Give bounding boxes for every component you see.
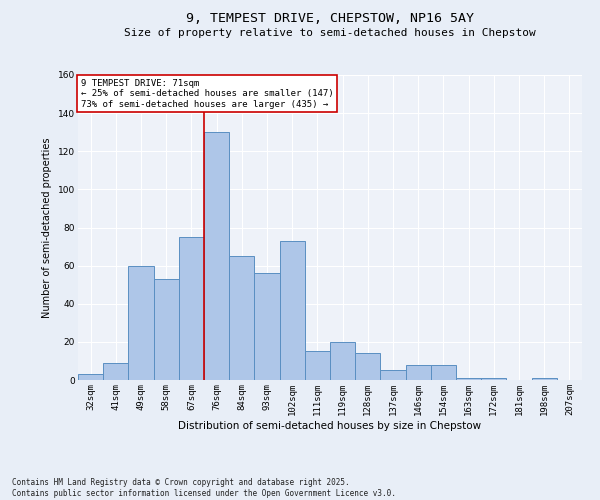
- Bar: [355, 354, 380, 380]
- Bar: [481, 378, 506, 380]
- Text: Size of property relative to semi-detached houses in Chepstow: Size of property relative to semi-detach…: [124, 28, 536, 38]
- Bar: [280, 241, 305, 380]
- Bar: [204, 132, 229, 380]
- Bar: [532, 378, 557, 380]
- X-axis label: Distribution of semi-detached houses by size in Chepstow: Distribution of semi-detached houses by …: [178, 420, 482, 430]
- Bar: [254, 273, 280, 380]
- Bar: [154, 279, 179, 380]
- Bar: [406, 365, 431, 380]
- Bar: [78, 374, 103, 380]
- Bar: [103, 363, 128, 380]
- Text: Contains HM Land Registry data © Crown copyright and database right 2025.
Contai: Contains HM Land Registry data © Crown c…: [12, 478, 396, 498]
- Y-axis label: Number of semi-detached properties: Number of semi-detached properties: [43, 137, 52, 318]
- Bar: [380, 370, 406, 380]
- Text: 9, TEMPEST DRIVE, CHEPSTOW, NP16 5AY: 9, TEMPEST DRIVE, CHEPSTOW, NP16 5AY: [186, 12, 474, 26]
- Bar: [305, 352, 330, 380]
- Bar: [330, 342, 355, 380]
- Text: 9 TEMPEST DRIVE: 71sqm
← 25% of semi-detached houses are smaller (147)
73% of se: 9 TEMPEST DRIVE: 71sqm ← 25% of semi-det…: [80, 79, 333, 108]
- Bar: [128, 266, 154, 380]
- Bar: [456, 378, 481, 380]
- Bar: [229, 256, 254, 380]
- Bar: [431, 365, 456, 380]
- Bar: [179, 237, 204, 380]
